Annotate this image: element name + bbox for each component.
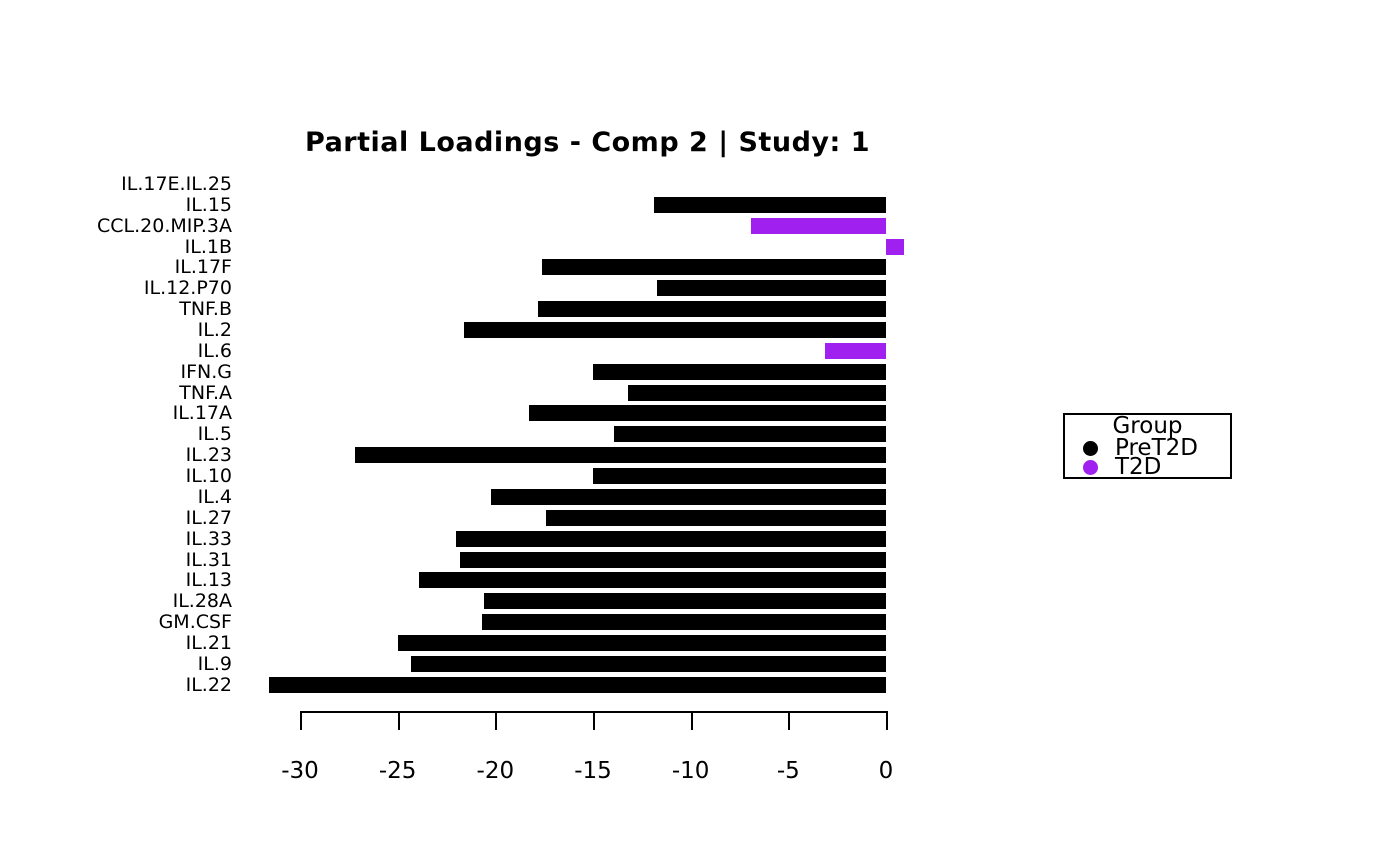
legend-entry-label: T2D — [1115, 454, 1162, 480]
x-tick-label: -15 — [574, 758, 612, 784]
legend-entry-label: PreT2D — [1115, 435, 1198, 461]
y-axis-label: IL.13 — [185, 569, 232, 592]
legend: Group PreT2D T2D — [1063, 413, 1232, 479]
bar — [268, 676, 886, 693]
bar — [825, 342, 886, 359]
y-axis-label: IL.12.P70 — [143, 277, 232, 300]
y-axis-label: IL.17A — [172, 402, 232, 425]
x-tick — [593, 713, 595, 730]
legend-title: Group — [1112, 413, 1183, 439]
bar — [657, 280, 886, 297]
bar — [538, 301, 886, 318]
y-axis-label: TNF.B — [179, 298, 232, 321]
chart-title: Partial Loadings - Comp 2 | Study: 1 — [305, 127, 870, 158]
x-axis-line — [300, 711, 888, 713]
x-tick-label: 0 — [878, 758, 894, 784]
x-tick — [495, 713, 498, 730]
y-axis-label: IFN.G — [180, 360, 232, 383]
y-axis-label: IL.4 — [197, 485, 232, 508]
y-axis-label: IL.15 — [185, 193, 232, 216]
bar — [419, 572, 886, 589]
legend-entry: PreT2D — [1065, 435, 1230, 461]
y-axis-label: IL.28A — [172, 590, 232, 613]
bar — [464, 321, 886, 338]
bar — [593, 468, 886, 485]
y-axis-label: IL.31 — [185, 548, 232, 571]
y-axis-label: IL.23 — [185, 444, 232, 467]
bar — [751, 217, 886, 234]
y-axis-label: IL.17F — [174, 256, 232, 279]
y-axis-label: IL.27 — [185, 506, 232, 529]
x-tick — [690, 713, 693, 730]
y-axis-label: IL.5 — [197, 423, 232, 446]
y-axis-label: IL.33 — [185, 527, 232, 550]
bar — [593, 363, 886, 380]
y-axis-label: IL.21 — [185, 632, 232, 655]
y-axis-label: GM.CSF — [158, 611, 232, 634]
legend-entry: T2D — [1065, 454, 1230, 480]
y-axis-label: IL.22 — [185, 673, 232, 696]
bar — [460, 551, 886, 568]
y-axis-label: IL.17E.IL.25 — [121, 172, 232, 195]
x-tick — [300, 713, 302, 730]
y-axis-label: TNF.A — [179, 381, 232, 404]
bar — [354, 447, 886, 464]
y-axis-label: IL.2 — [197, 318, 232, 341]
bar — [483, 593, 886, 610]
x-tick — [397, 713, 400, 730]
x-tick-label: -20 — [476, 758, 515, 784]
x-tick-label: -5 — [776, 758, 800, 784]
x-tick — [886, 713, 888, 730]
x-tick-label: -30 — [281, 758, 319, 784]
bar — [653, 196, 886, 213]
legend-dot — [1083, 441, 1098, 456]
bar — [397, 635, 886, 652]
bar — [528, 405, 886, 422]
y-axis-label: CCL.20.MIP.3A — [97, 214, 232, 237]
bar — [628, 384, 886, 401]
y-axis-label: IL.10 — [185, 465, 232, 488]
bar — [542, 259, 886, 276]
y-axis-label: IL.6 — [197, 339, 232, 362]
bar — [491, 488, 886, 505]
bar — [411, 655, 886, 672]
bar — [886, 238, 904, 255]
bar — [481, 614, 886, 631]
y-axis-label: IL.9 — [197, 652, 232, 675]
y-axis-label: IL.1B — [184, 235, 232, 258]
bar — [614, 426, 886, 443]
bar — [546, 509, 886, 526]
bar — [456, 530, 886, 547]
x-tick — [788, 713, 791, 730]
x-tick-label: -25 — [378, 758, 417, 784]
x-tick-label: -10 — [671, 758, 710, 784]
legend-dot — [1083, 460, 1098, 475]
